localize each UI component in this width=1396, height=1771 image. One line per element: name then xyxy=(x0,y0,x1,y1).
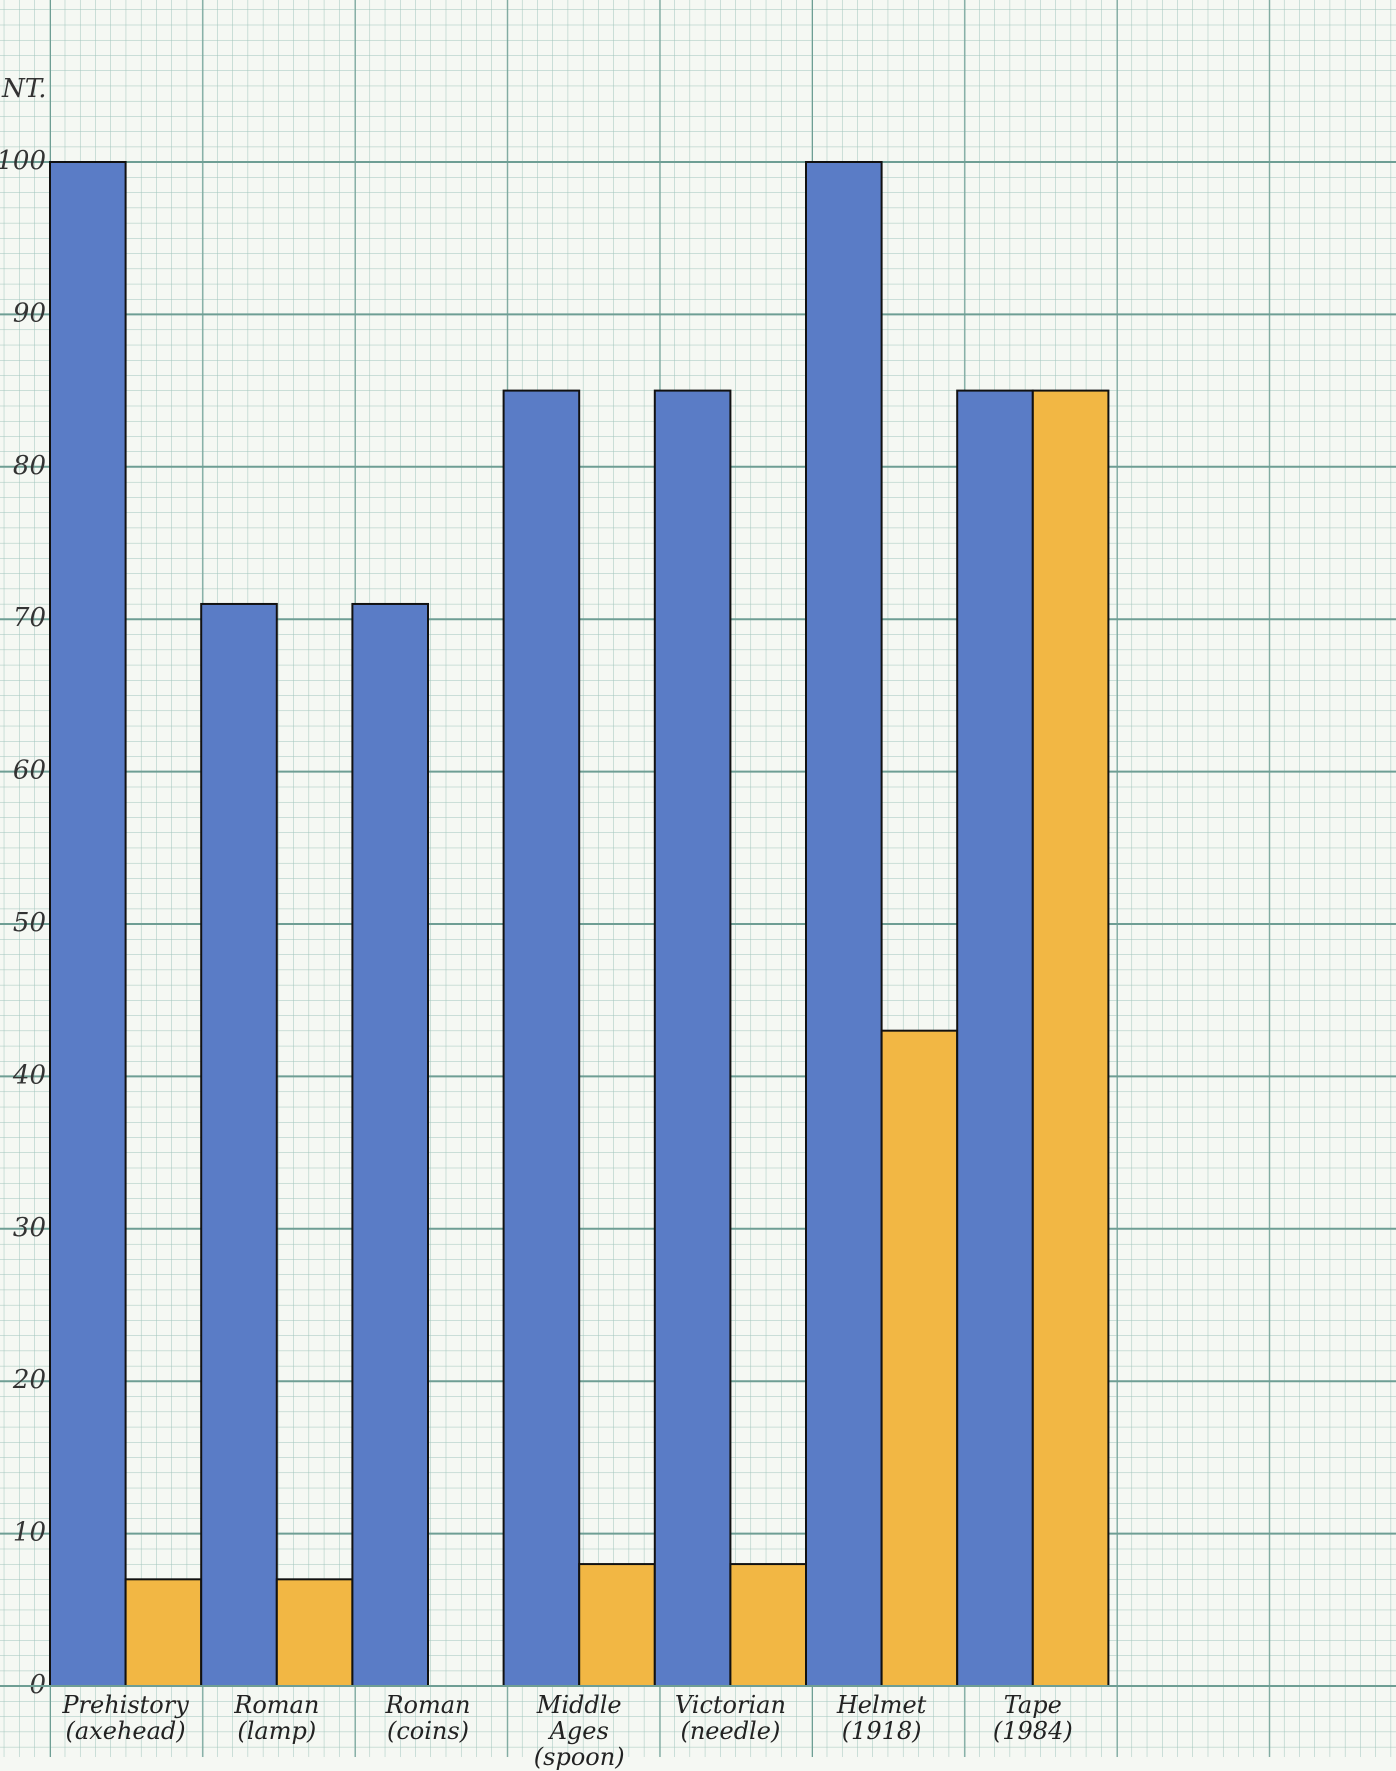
x-tick-label: Middle Ages (spoon) xyxy=(533,1691,625,1771)
y-tick-label: 40 xyxy=(12,1060,46,1090)
x-tick-label: Roman (coins) xyxy=(385,1691,471,1745)
y-tick-label: 50 xyxy=(13,908,46,938)
bar xyxy=(578,1563,656,1687)
bar xyxy=(49,161,127,1687)
bar xyxy=(124,1578,203,1687)
x-tick-label: Roman (lamp) xyxy=(234,1691,320,1745)
y-tick-label: 20 xyxy=(12,1365,46,1395)
y-tick-label: 10 xyxy=(13,1518,46,1548)
bar xyxy=(275,1578,354,1687)
bar xyxy=(200,602,278,1688)
y-tick-label: 30 xyxy=(13,1213,46,1243)
x-tick-label: Victorian (needle) xyxy=(674,1691,786,1745)
y-tick-label: 60 xyxy=(13,756,46,786)
bar xyxy=(729,1563,808,1687)
y-axis-label: NT. xyxy=(1,74,47,104)
x-tick-label: Tape (1984) xyxy=(992,1691,1073,1745)
bar xyxy=(880,1029,959,1688)
y-tick-label: 80 xyxy=(13,451,46,481)
bar xyxy=(1031,389,1110,1688)
bar xyxy=(351,602,429,1688)
x-tick-label: Helmet (1918) xyxy=(836,1691,927,1745)
x-tick-label: Prehistory (axehead) xyxy=(62,1691,189,1745)
bar xyxy=(653,389,732,1688)
bar xyxy=(956,389,1034,1688)
y-tick-label: 70 xyxy=(13,603,46,633)
bar xyxy=(805,161,883,1687)
bar xyxy=(502,389,581,1688)
y-tick-label: 90 xyxy=(13,298,46,328)
y-tick-label: 100 xyxy=(0,146,46,176)
